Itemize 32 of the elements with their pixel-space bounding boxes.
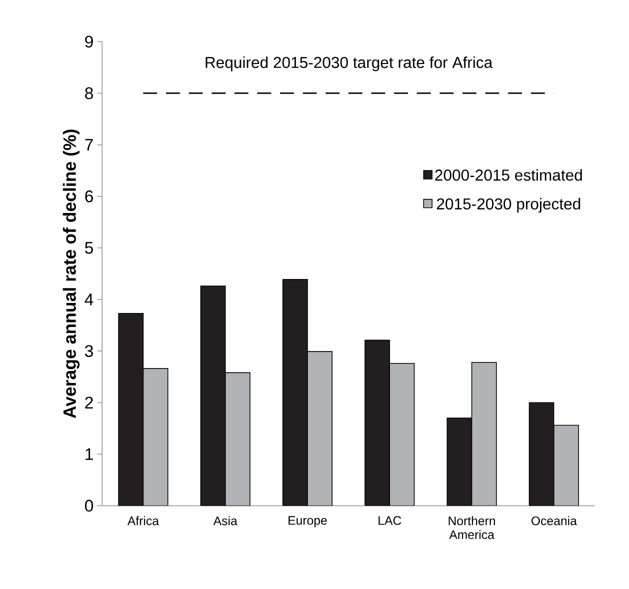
y-tick-label: 9	[85, 36, 93, 48]
y-tick-label: 1	[86, 448, 93, 460]
bar	[389, 363, 415, 506]
x-tick-label: Oceania	[531, 516, 577, 526]
bar	[200, 286, 226, 506]
bar	[554, 424, 579, 506]
legend-label: 2015-2030 projected	[436, 198, 580, 213]
legend-label: 2000-2015 estimated	[435, 169, 582, 181]
bar	[142, 368, 168, 506]
y-axis-title: Average annual rate of decline (%)	[62, 130, 80, 418]
bar	[528, 402, 554, 506]
ref-line-label: Required 2015-2030 target rate for Africa	[206, 56, 493, 72]
x-tick-label: Asia	[213, 516, 238, 526]
x-tick-label: Africa	[127, 516, 159, 526]
x-tick-label: Northern America	[448, 516, 495, 540]
y-tick-label: 3	[84, 345, 93, 357]
bar	[364, 340, 390, 506]
bar	[118, 312, 144, 506]
bar	[307, 351, 333, 506]
y-tick-label: 5	[85, 242, 93, 254]
bar	[471, 362, 497, 506]
bar	[224, 372, 250, 506]
y-tick-label: 7	[85, 138, 93, 151]
y-tick-label: 8	[85, 87, 93, 100]
bar	[282, 278, 308, 506]
y-tick-label: 4	[84, 294, 94, 306]
y-tick-label: 2	[85, 396, 93, 408]
y-tick-label: 6	[85, 190, 93, 202]
x-tick-label: Europe	[288, 516, 327, 528]
bar	[446, 418, 472, 506]
x-tick-label: LAC	[378, 516, 402, 525]
y-tick-label: 0	[85, 500, 94, 512]
